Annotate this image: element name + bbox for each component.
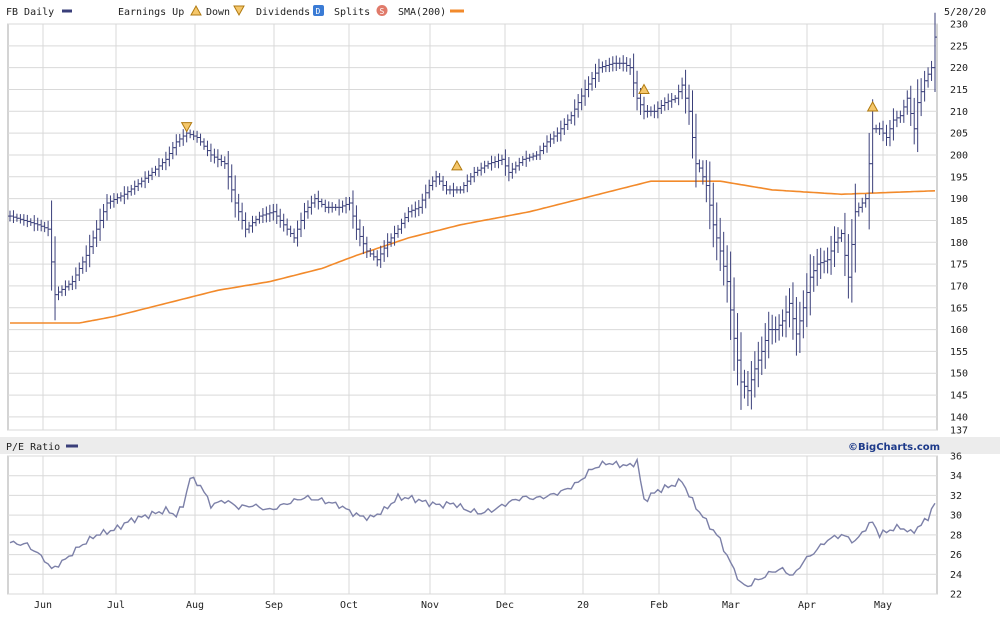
split-badge-icon [376,5,388,16]
price-y-tick: 210 [950,107,968,118]
price-y-tick: 215 [950,85,968,96]
earnings-up-marker [866,100,879,112]
price-y-tick: 220 [950,63,968,74]
pe-y-tick: 28 [950,530,962,541]
earnings-up-marker [638,83,650,94]
x-tick-label: May [874,600,892,611]
pe-y-axis: 22 24 26 28 30 32 34 36 [950,452,962,601]
price-y-tick: 205 [950,129,968,140]
price-y-tick: 190 [950,194,968,205]
earnings-up-marker [451,159,463,171]
pe-y-tick: 36 [950,452,962,463]
dividend-badge-icon [313,5,324,16]
x-tick-label: Sep [265,600,283,611]
price-y-tick: 165 [950,303,968,314]
x-tick-label: Mar [722,600,740,611]
pe-y-tick: 26 [950,550,962,561]
pe-plot-area [7,455,938,595]
price-panel: 137 140 145 150 155 160 165 170 175 180 185 190 195 2… [7,12,968,437]
dividends-label: Dividends [256,7,310,18]
x-axis-labels: Jun Jul Aug Sep Oct Nov Dec 20 Feb Mar Apr May [34,600,892,611]
x-tick-label: 20 [577,600,589,611]
price-y-tick: 230 [950,20,968,31]
earnings-up-icon [190,4,202,16]
price-y-tick: 175 [950,260,968,271]
x-tick-label: Jul [107,600,125,611]
price-y-tick: 185 [950,216,968,227]
x-tick-label: Apr [798,600,816,611]
pe-line [9,457,936,588]
price-y-tick: 170 [950,281,968,292]
price-y-tick: 137 [950,426,968,437]
down-label: Down [206,7,230,18]
earnings-up-label: Earnings Up [118,7,184,18]
price-series [8,12,937,410]
bigcharts-brand: ©BigCharts.com [848,442,940,453]
price-y-tick: 140 [950,412,968,423]
date-label: 5/20/20 [944,7,986,18]
pe-y-tick: 22 [950,590,962,601]
pe-y-tick: 32 [950,491,962,502]
sma-label: SMA(200) [398,7,446,18]
x-tick-label: Aug [186,600,204,611]
price-y-tick: 160 [950,325,968,336]
x-tick-label: Jun [34,600,52,611]
x-tick-label: Oct [340,600,358,611]
pe-panel: 22 24 26 28 30 32 34 36 [7,452,962,601]
pe-y-tick: 24 [950,570,962,581]
sma-line [10,180,936,324]
price-y-axis: 137 140 145 150 155 160 165 170 175 180 185 190 195 2… [950,20,968,437]
earnings-markers [180,83,879,171]
pe-series [9,457,936,588]
price-y-tick: 180 [950,238,968,249]
split-badge-letter: S [380,7,385,16]
price-y-tick: 200 [950,150,968,161]
pe-y-tick: 34 [950,471,962,482]
x-tick-label: Nov [421,600,439,611]
splits-label: Splits [334,7,370,18]
price-y-tick: 145 [950,391,968,402]
symbol-label: FB Daily [6,7,54,18]
price-y-tick: 150 [950,369,968,380]
price-y-tick: 225 [950,41,968,52]
earnings-down-icon [233,5,245,17]
price-y-tick: 155 [950,347,968,358]
price-y-tick: 195 [950,172,968,183]
earnings-down-marker [180,122,193,133]
chart-header: FB Daily Earnings Up Down Dividends D Sp… [6,4,986,18]
pe-grid [8,455,937,595]
price-plot-area [7,23,938,431]
ohlc-bar [933,12,937,93]
x-tick-label: Feb [650,600,668,611]
pe-title: P/E Ratio [6,442,60,453]
pe-y-tick: 30 [950,511,962,522]
pe-header-band [0,437,1000,454]
x-tick-label: Dec [496,600,514,611]
sma-series [10,180,936,324]
dividend-badge-letter: D [316,7,321,16]
